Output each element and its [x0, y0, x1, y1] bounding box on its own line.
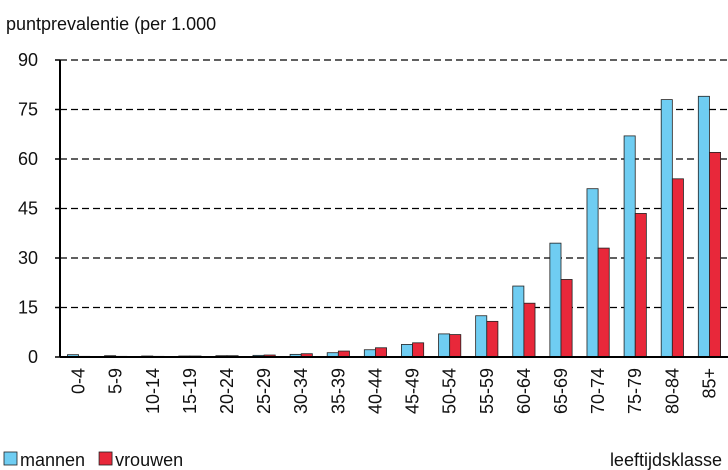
bar — [486, 320, 499, 358]
x-tick-label: 55-59 — [477, 368, 497, 414]
x-tick-label: 60-64 — [514, 368, 534, 414]
x-axis-label: leeftijdsklasse — [610, 450, 722, 470]
x-tick-label: 5-9 — [106, 368, 126, 394]
y-tick-label: 15 — [18, 298, 38, 318]
bar — [634, 213, 647, 358]
legend-label: mannen — [20, 450, 85, 470]
legend-swatch — [3, 451, 18, 466]
y-tick-label: 75 — [18, 100, 38, 120]
legend-swatch — [98, 451, 113, 466]
y-tick-label: 30 — [18, 248, 38, 268]
x-tick-label: 70-74 — [588, 368, 608, 414]
bar — [438, 333, 451, 358]
x-tick-label: 85+ — [699, 368, 719, 399]
bar — [597, 247, 610, 358]
bar — [623, 135, 636, 358]
x-tick-label: 65-69 — [551, 368, 571, 414]
bar — [449, 334, 462, 358]
bar — [671, 178, 684, 358]
bar — [560, 279, 573, 358]
x-tick-label: 45-49 — [403, 368, 423, 414]
x-tick-label: 80-84 — [662, 368, 682, 414]
bar — [697, 95, 710, 358]
legend-label: vrouwen — [115, 450, 183, 470]
y-tick-label: 0 — [28, 347, 38, 367]
x-tick-label: 25-29 — [254, 368, 274, 414]
bar — [412, 342, 425, 358]
x-tick-label: 20-24 — [217, 368, 237, 414]
bar — [523, 302, 536, 358]
bar — [512, 285, 525, 358]
bar — [660, 99, 673, 358]
y-tick-label: 60 — [18, 149, 38, 169]
x-tick-label: 15-19 — [180, 368, 200, 414]
bar — [586, 188, 599, 358]
bar — [709, 151, 721, 358]
bar — [375, 347, 387, 358]
bar — [475, 315, 488, 358]
y-tick-label: 90 — [18, 50, 38, 70]
x-tick-label: 30-34 — [291, 368, 311, 414]
x-tick-label: 40-44 — [365, 368, 385, 414]
x-tick-label: 75-79 — [625, 368, 645, 414]
x-tick-label: 0-4 — [69, 368, 89, 394]
bar — [363, 349, 376, 358]
chart-title: puntprevalentie (per 1.000 — [6, 14, 216, 34]
bar — [549, 242, 562, 358]
x-tick-label: 10-14 — [143, 368, 163, 414]
x-tick-label: 35-39 — [328, 368, 348, 414]
x-tick-label: 50-54 — [440, 368, 460, 414]
bar — [401, 344, 413, 358]
y-tick-label: 45 — [18, 199, 38, 219]
